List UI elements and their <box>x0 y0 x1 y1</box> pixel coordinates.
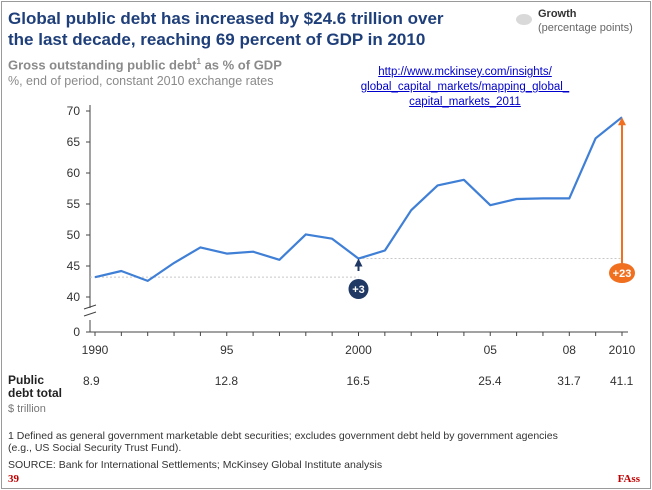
y-tick-label-45: 45 <box>67 259 81 273</box>
x-tick-label-2010: 2010 <box>609 343 636 357</box>
title-line-1: Global public debt has increased by $24.… <box>8 9 444 28</box>
y-tick-label-50: 50 <box>67 228 81 242</box>
legend-swatch <box>516 14 532 25</box>
x-tick-label-1990: 1990 <box>82 343 109 357</box>
footnote-line-2: (e.g., US Social Security Trust Fund). <box>8 442 182 454</box>
link-line-1[interactable]: http://www.mckinsey.com/insights/ <box>378 66 552 78</box>
x-tick-label-05: 05 <box>484 343 498 357</box>
source-link[interactable]: http://www.mckinsey.com/insights/ global… <box>340 65 590 110</box>
x-tick-label-08: 08 <box>563 343 577 357</box>
public-debt-value-2000: 16.5 <box>346 374 370 388</box>
growth-badge-2000 <box>348 279 369 299</box>
series-line <box>94 116 623 282</box>
slide-title: Global public debt has increased by $24.… <box>8 8 498 50</box>
page-number: 39 <box>8 473 19 485</box>
public-debt-value-1990: 8.9 <box>83 374 100 388</box>
link-line-2[interactable]: global_capital_markets/mapping_global_ <box>360 81 570 93</box>
y-tick-label-60: 60 <box>67 166 81 180</box>
public-debt-value-2008: 31.7 <box>557 374 581 388</box>
public-debt-value-2005: 25.4 <box>478 374 502 388</box>
growth-badge-label-2010: +23 <box>613 268 632 280</box>
x-tick-label-95: 95 <box>220 343 234 357</box>
y-tick-label-65: 65 <box>67 135 81 149</box>
y-tick-label-70: 70 <box>67 104 81 118</box>
y-tick-label-40: 40 <box>67 290 81 304</box>
chart-units-note: %, end of period, constant 2010 exchange… <box>8 74 274 88</box>
subtitle-text: Gross outstanding public debt <box>8 57 197 73</box>
x-tick-label-2000: 2000 <box>345 343 372 357</box>
title-line-2: the last decade, reaching 69 percent of … <box>8 30 426 49</box>
subtitle-suffix: as % of GDP <box>200 57 282 73</box>
public-debt-label-line-2: debt total <box>8 386 62 400</box>
y-tick-label-0: 0 <box>73 325 80 339</box>
source-note: SOURCE: Bank for International Settlemen… <box>8 459 383 471</box>
footnote: 1 Defined as general government marketab… <box>8 430 644 454</box>
footnote-line-1: 1 Defined as general government marketab… <box>8 430 558 442</box>
growth-badge-2010 <box>609 263 635 283</box>
legend-subtitle: (percentage points) <box>538 22 633 34</box>
link-line-3[interactable]: capital_markets_2011 <box>409 96 521 108</box>
y-tick-label-55: 55 <box>67 197 81 211</box>
growth-badge-label-2000: +3 <box>352 284 365 296</box>
public-debt-value-2010: 41.1 <box>610 374 634 388</box>
y-axis-break <box>83 304 97 317</box>
public-debt-unit: $ trillion <box>8 403 46 415</box>
growth-arrowhead-2010 <box>618 117 626 126</box>
growth-arrowhead-2000 <box>354 258 363 267</box>
subtitle-footnote-marker: 1 <box>196 57 201 66</box>
chart-subtitle: Gross outstanding public debt1 as % of G… <box>8 57 282 72</box>
public-debt-value-1995: 12.8 <box>214 374 239 388</box>
brand-mark: FAss <box>617 473 640 485</box>
public-debt-label: Public debt total <box>8 374 68 400</box>
public-debt-label-line-1: Public <box>8 373 45 387</box>
legend-title: Growth <box>538 8 577 20</box>
